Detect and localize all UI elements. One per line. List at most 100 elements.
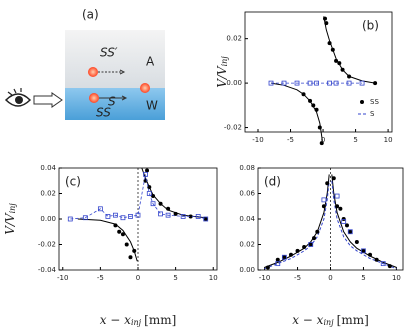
point xyxy=(330,47,335,52)
point xyxy=(120,232,125,237)
point xyxy=(333,80,339,86)
y-tick-label: 0.06 xyxy=(239,190,255,198)
point xyxy=(165,212,171,218)
y-tick-label: -0.02 xyxy=(224,124,242,132)
point xyxy=(338,206,343,211)
y-axis-label-sub: inj xyxy=(8,203,17,214)
panel-label: (b) xyxy=(362,19,379,33)
point xyxy=(315,229,320,234)
x-axis-label-unit: [mm] xyxy=(144,313,176,327)
panel-label: (a) xyxy=(82,8,99,22)
x-tick-label: 0 xyxy=(136,274,140,282)
x-axis-label-main: x − x xyxy=(292,313,323,327)
series-line xyxy=(70,174,206,220)
point xyxy=(319,141,324,146)
y-tick-label: -0.04 xyxy=(38,266,57,274)
point xyxy=(128,214,133,219)
point xyxy=(327,80,332,86)
point xyxy=(348,229,353,234)
point xyxy=(331,176,336,181)
y-tick-label: 0.00 xyxy=(239,266,255,274)
x-tick-label: 5 xyxy=(353,136,357,144)
x-tick-label: 10 xyxy=(209,274,218,282)
point xyxy=(380,261,386,267)
medium-label: A xyxy=(146,55,155,69)
point xyxy=(117,229,122,234)
y-tick-label: 0.04 xyxy=(40,164,56,172)
y-axis-label-main: V/V xyxy=(3,212,17,235)
point xyxy=(334,193,340,199)
point xyxy=(275,257,280,262)
point xyxy=(301,92,306,97)
point xyxy=(314,107,319,112)
x-tick-label: 5 xyxy=(361,274,365,282)
point xyxy=(312,236,317,241)
point xyxy=(128,255,133,260)
diagram: (a) A W SS′ S SS xyxy=(4,8,165,120)
point xyxy=(347,74,352,79)
point xyxy=(327,41,332,46)
point xyxy=(265,265,270,270)
point xyxy=(105,214,111,219)
y-axis-label-sub: inj xyxy=(220,56,229,67)
y-axis-label: V/Vinj xyxy=(3,203,18,235)
point xyxy=(275,261,281,267)
point xyxy=(346,80,352,86)
y-axis-label: V/Vinj xyxy=(215,56,230,88)
point xyxy=(325,181,330,186)
x-tick-label: 10 xyxy=(392,274,401,282)
x-axis-label-sub: inj xyxy=(323,318,334,327)
x-axis-label-unit: [mm] xyxy=(337,313,369,327)
fit-line xyxy=(77,167,206,262)
point xyxy=(281,80,287,86)
arrow-head xyxy=(119,69,126,75)
point xyxy=(150,201,156,207)
point xyxy=(361,248,366,254)
x-tick-label: -5 xyxy=(294,274,301,282)
legend-label: S xyxy=(370,110,375,118)
point xyxy=(132,248,137,253)
y-tick-label: 0.08 xyxy=(239,164,255,172)
point xyxy=(173,211,178,216)
medium-label: W xyxy=(146,99,158,113)
point xyxy=(347,229,353,235)
y-tick-label: 0.02 xyxy=(239,241,255,249)
legend-label: SS xyxy=(370,98,379,106)
x-axis-label-main: x − x xyxy=(100,313,131,327)
point xyxy=(124,242,129,247)
point xyxy=(145,168,150,173)
point xyxy=(188,214,193,219)
point xyxy=(334,58,339,63)
point xyxy=(344,223,349,228)
panel-label: (c) xyxy=(65,175,81,189)
point xyxy=(361,248,366,253)
x-axis-label: x − xinj [mm] xyxy=(292,313,369,328)
point xyxy=(359,80,365,86)
x-tick-label: 0 xyxy=(328,274,332,282)
point xyxy=(311,103,316,108)
water-layer xyxy=(65,88,165,120)
point xyxy=(341,219,347,224)
point xyxy=(203,216,209,222)
particle-label: SS′ xyxy=(100,46,118,60)
plot-frame xyxy=(244,11,393,133)
point xyxy=(203,217,208,221)
point xyxy=(113,223,118,228)
point xyxy=(268,80,274,86)
arrow-head xyxy=(121,95,128,101)
point xyxy=(281,254,287,260)
y-tick-label: 0.00 xyxy=(40,215,56,223)
x-axis-label-sub: inj xyxy=(131,318,142,327)
y-axis-label-main: V/V xyxy=(215,65,229,88)
point xyxy=(324,21,329,26)
point xyxy=(340,67,345,72)
point xyxy=(120,215,126,221)
point xyxy=(158,201,163,206)
y-tick-label: 0.02 xyxy=(226,35,242,43)
x-tick-label: -10 xyxy=(252,136,263,144)
particle xyxy=(89,93,99,103)
x-tick-label: -10 xyxy=(57,274,68,282)
point xyxy=(97,206,103,212)
